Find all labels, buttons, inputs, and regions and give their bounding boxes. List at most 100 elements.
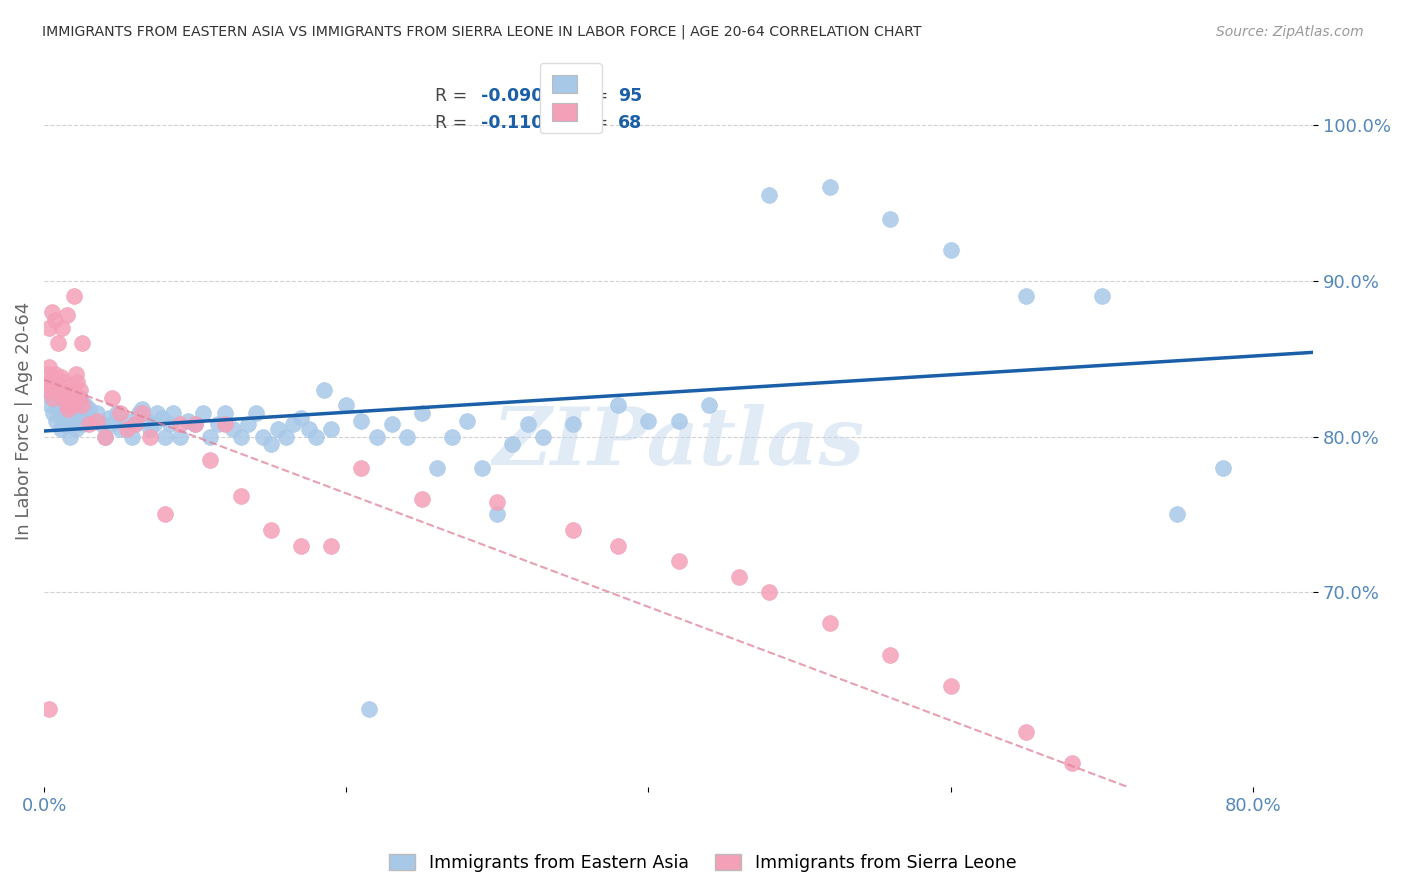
Point: [39, 375, 62, 389]
Text: -0.110: -0.110: [481, 114, 543, 132]
Point: [53, 391, 76, 405]
Point: [305, 429, 328, 443]
Point: [51, 320, 73, 334]
Point: [37, 368, 59, 382]
Point: [82, 414, 104, 428]
Point: [63, 399, 86, 413]
Point: [79, 417, 101, 431]
Point: [90, 417, 112, 431]
Point: [46, 336, 69, 351]
Point: [153, 429, 176, 443]
Point: [411, 491, 433, 506]
Point: [139, 429, 162, 443]
Point: [65, 368, 87, 382]
Point: [939, 679, 962, 693]
Point: [51, 410, 73, 425]
Point: [321, 422, 343, 436]
Point: [350, 414, 373, 428]
Text: N =: N =: [575, 114, 613, 132]
Point: [49, 422, 72, 436]
Point: [55, 406, 77, 420]
Point: [143, 417, 166, 431]
Point: [637, 414, 659, 428]
Point: [62, 417, 84, 431]
Point: [561, 417, 583, 431]
Point: [502, 437, 524, 451]
Point: [86, 406, 108, 420]
Point: [728, 569, 751, 583]
Point: [159, 417, 181, 431]
Point: [191, 406, 214, 420]
Point: [93, 429, 115, 443]
Point: [44, 368, 66, 382]
Point: [321, 539, 343, 553]
Point: [139, 422, 162, 436]
Point: [70, 336, 93, 351]
Point: [69, 391, 91, 405]
Point: [115, 422, 138, 436]
Point: [67, 414, 90, 428]
Point: [67, 391, 90, 405]
Point: [51, 383, 73, 397]
Point: [818, 616, 841, 631]
Point: [131, 401, 153, 416]
Point: [59, 429, 82, 443]
Point: [229, 429, 252, 443]
Point: [668, 414, 690, 428]
Point: [260, 437, 283, 451]
Point: [245, 406, 267, 420]
Point: [441, 429, 464, 443]
Point: [456, 414, 478, 428]
Point: [66, 375, 89, 389]
Point: [274, 429, 297, 443]
Point: [66, 401, 89, 416]
Point: [357, 702, 380, 716]
Point: [58, 395, 80, 409]
Point: [38, 320, 60, 334]
Point: [108, 406, 131, 420]
Point: [668, 554, 690, 568]
Point: [222, 422, 245, 436]
Point: [86, 414, 108, 428]
Point: [44, 313, 66, 327]
Legend: , : ,: [540, 63, 602, 133]
Text: R =: R =: [434, 114, 478, 132]
Point: [121, 429, 143, 443]
Point: [411, 406, 433, 420]
Point: [607, 539, 630, 553]
Point: [561, 523, 583, 537]
Point: [290, 410, 312, 425]
Point: [267, 422, 290, 436]
Text: R =: R =: [434, 87, 472, 104]
Point: [879, 211, 901, 226]
Point: [607, 399, 630, 413]
Point: [60, 391, 83, 405]
Point: [350, 460, 373, 475]
Point: [335, 399, 357, 413]
Point: [200, 429, 222, 443]
Point: [42, 406, 65, 420]
Point: [290, 539, 312, 553]
Point: [79, 401, 101, 416]
Point: [65, 422, 87, 436]
Point: [98, 410, 121, 425]
Point: [52, 417, 75, 431]
Point: [1015, 289, 1038, 303]
Text: IMMIGRANTS FROM EASTERN ASIA VS IMMIGRANTS FROM SIERRA LEONE IN LABOR FORCE | AG: IMMIGRANTS FROM EASTERN ASIA VS IMMIGRAN…: [42, 25, 922, 39]
Point: [70, 410, 93, 425]
Point: [108, 422, 131, 436]
Point: [42, 391, 65, 405]
Text: N =: N =: [575, 87, 613, 104]
Point: [214, 406, 236, 420]
Point: [63, 406, 86, 420]
Point: [46, 386, 69, 401]
Point: [101, 417, 124, 431]
Point: [73, 399, 96, 413]
Point: [53, 401, 76, 416]
Point: [214, 417, 236, 431]
Point: [200, 453, 222, 467]
Point: [939, 243, 962, 257]
Point: [1212, 460, 1234, 475]
Point: [59, 386, 82, 401]
Point: [1166, 834, 1188, 848]
